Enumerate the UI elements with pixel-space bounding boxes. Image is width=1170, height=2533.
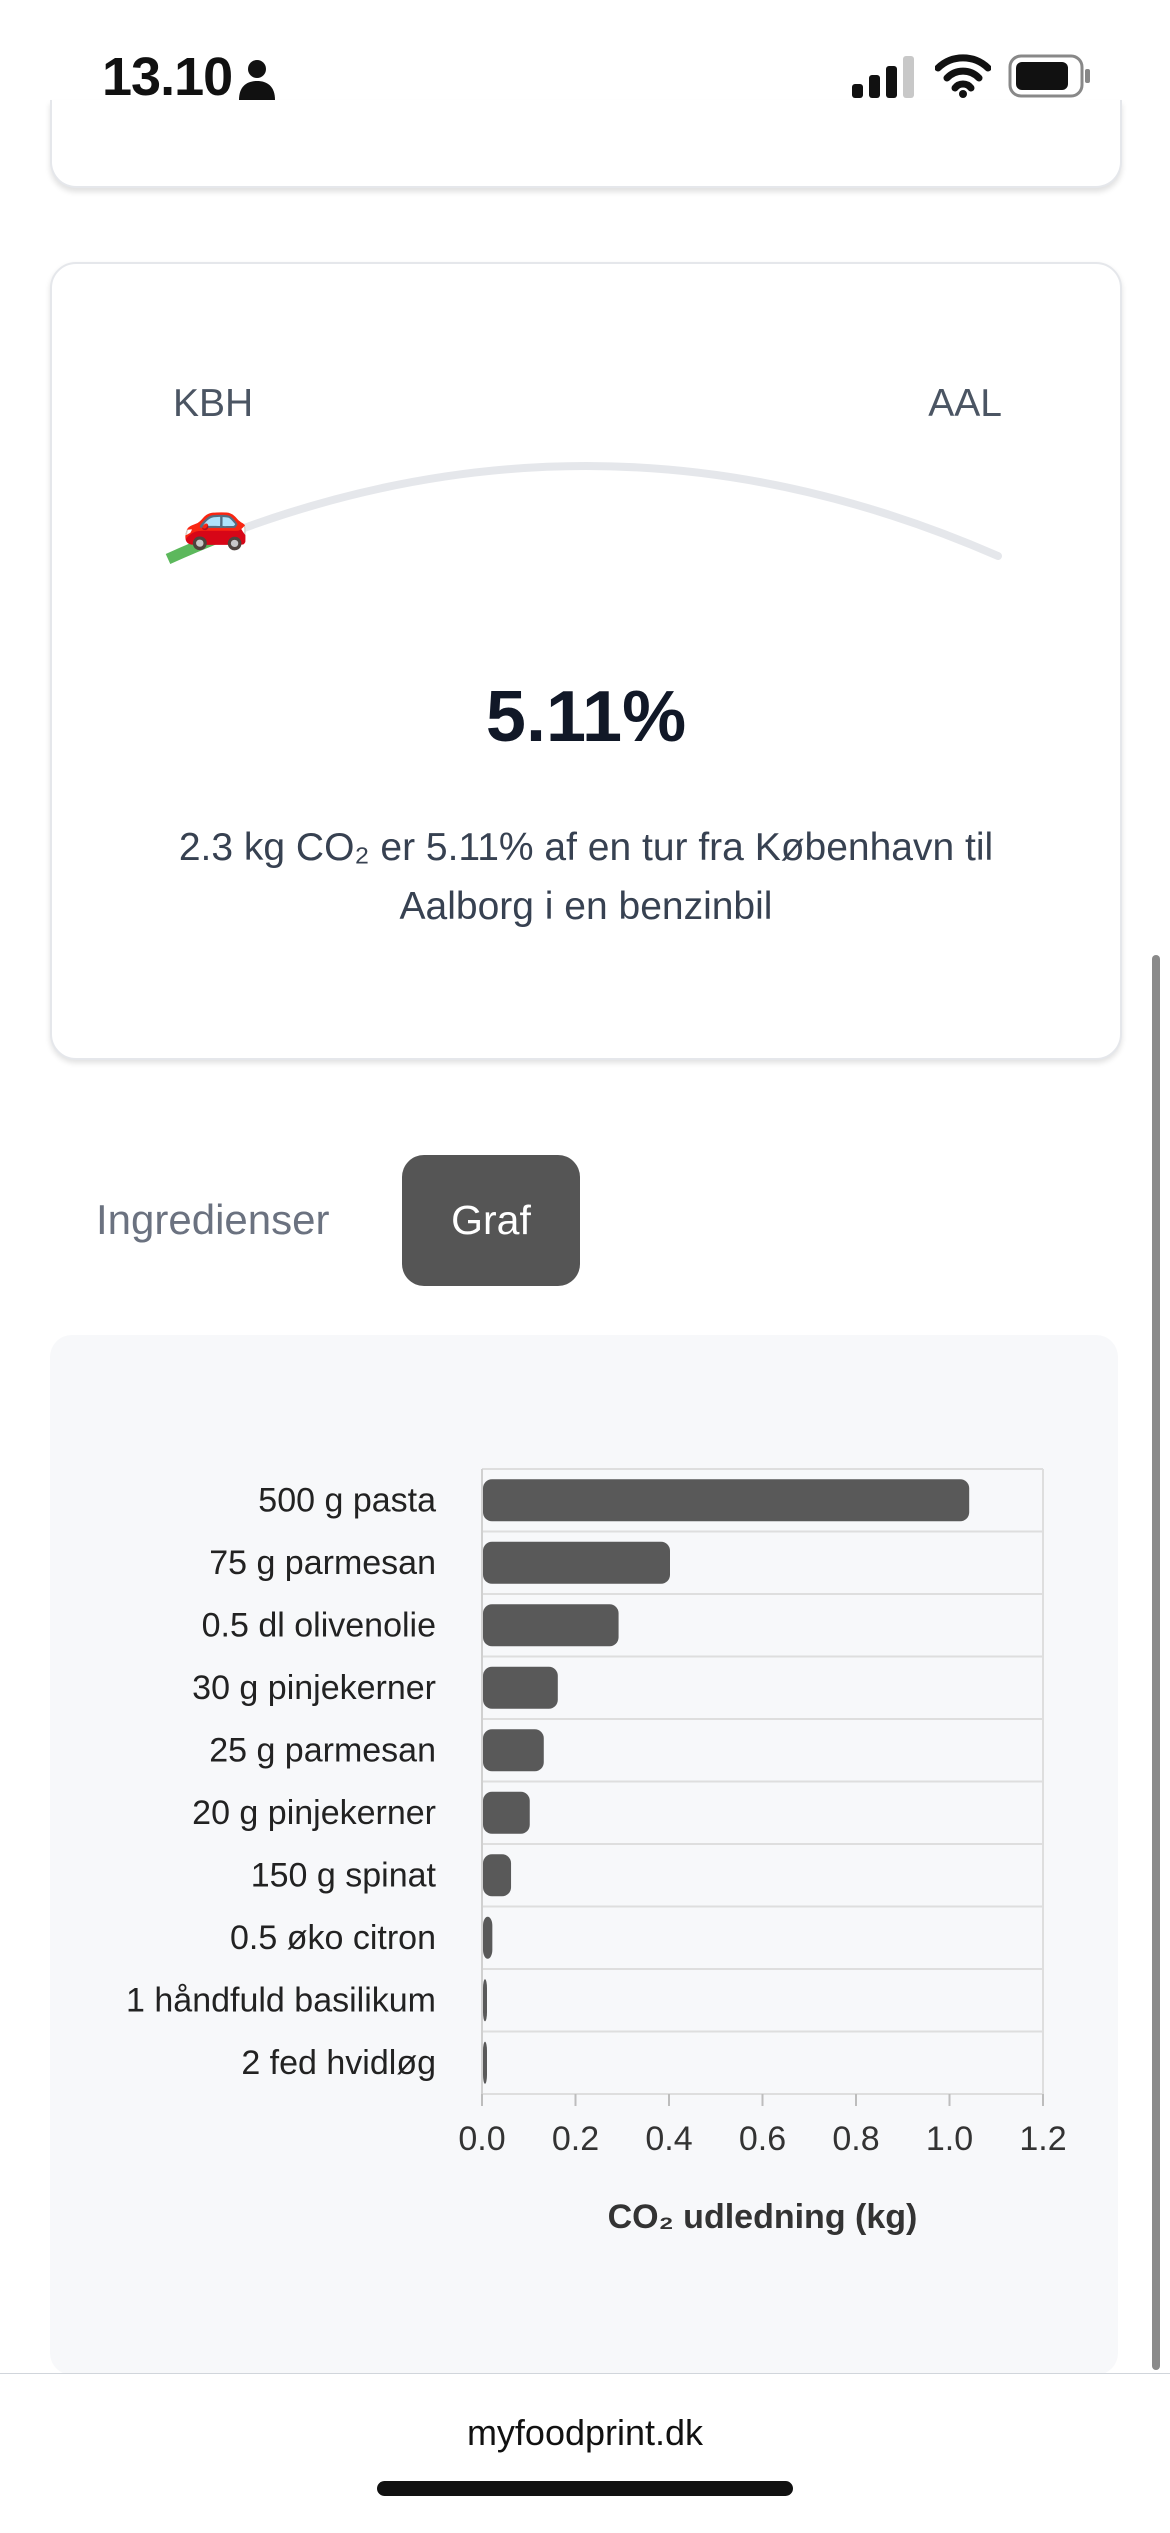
category-label: 1 håndfuld basilikum [126, 1981, 436, 2019]
x-axis-label: CO₂ udledning (kg) [608, 2198, 918, 2236]
person-icon [239, 60, 275, 100]
category-label: 500 g pasta [258, 1481, 436, 1519]
battery-icon [1008, 54, 1090, 98]
x-tick-label: 1.2 [1019, 2120, 1066, 2158]
browser-url-bar[interactable]: myfoodprint.dk [0, 2373, 1170, 2533]
co2-bar-chart: 0.0 0.2 0.4 0.6 0.8 1.0 1.2 500 g pasta 75 g par… [126, 1468, 1067, 2236]
percent-value: 5.11% [485, 677, 687, 757]
x-tick-label: 1.0 [926, 2120, 973, 2158]
home-indicator[interactable] [377, 2481, 793, 2496]
x-tick-label: 0.4 [645, 2120, 692, 2158]
bar [483, 1666, 558, 1709]
bar [483, 1729, 544, 1772]
bar [483, 1854, 512, 1897]
category-label: 0.5 øko citron [230, 1919, 436, 1957]
x-tick-label: 0.6 [739, 2120, 786, 2158]
bar [483, 1541, 670, 1584]
tab-ingredients[interactable]: Ingredienser [96, 1196, 330, 1243]
chart-panel: 0.0 0.2 0.4 0.6 0.8 1.0 1.2 500 g pasta 75 g par… [50, 1335, 1118, 2375]
x-tick-label: 0.0 [458, 2120, 505, 2158]
signal-icon [852, 56, 914, 98]
route-end-label: AAL [928, 382, 1002, 425]
category-label: 0.5 dl olivenolie [202, 1606, 436, 1644]
bar [483, 1479, 970, 1522]
route-start-label: KBH [173, 382, 254, 425]
route-description: 2.3 kg CO₂ er 5.11% af en tur fra Københ… [178, 826, 994, 928]
category-label: 150 g spinat [251, 1856, 437, 1894]
category-label: 20 g pinjekerner [192, 1794, 436, 1832]
category-label: 75 g parmesan [209, 1544, 436, 1582]
url-text[interactable]: myfoodprint.dk [466, 2412, 704, 2453]
status-bar: 13.10 [0, 0, 1170, 150]
bar [483, 1916, 493, 1959]
x-tick-label: 0.8 [832, 2120, 879, 2158]
route-track [170, 462, 1002, 560]
route-progress-arc [165, 462, 1002, 565]
category-label: 30 g pinjekerner [192, 1669, 436, 1707]
bar [483, 1604, 619, 1647]
bar [483, 2041, 487, 2084]
car-icon: 🚗 [182, 491, 250, 551]
bar [483, 1979, 487, 2022]
x-tick-label: 0.2 [552, 2120, 599, 2158]
scrollbar[interactable] [1152, 955, 1160, 2370]
category-label: 2 fed hvidløg [241, 2044, 436, 2082]
route-comparison-card: KBH AAL 🚗 5.11% 2.3 kg CO₂ er 5.11% af e… [50, 262, 1122, 1060]
previous-card [50, 100, 1122, 188]
route-progress [165, 529, 229, 565]
category-label: 25 g parmesan [209, 1731, 436, 1769]
status-time: 13.10 [102, 47, 233, 107]
tab-graph[interactable]: Graf [402, 1155, 580, 1286]
wifi-icon [935, 54, 991, 98]
bar [483, 1791, 530, 1834]
